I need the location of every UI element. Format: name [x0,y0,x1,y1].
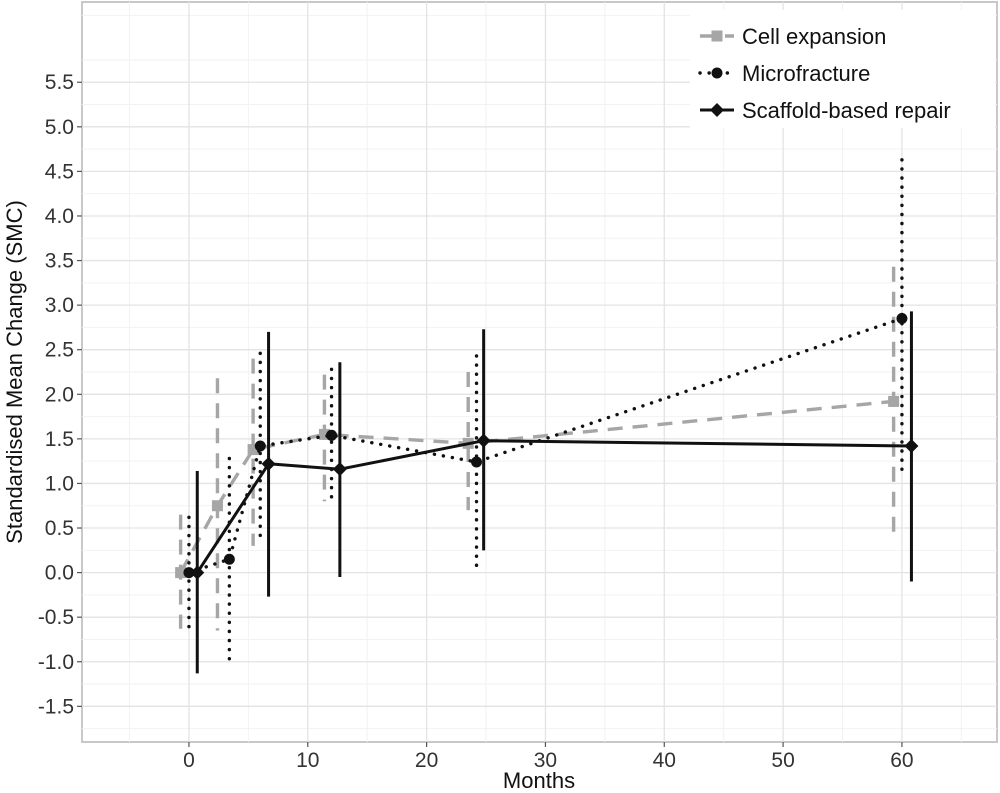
series-microfracture [183,158,908,662]
minor-gridlines [82,2,997,742]
y-tick-label: -1.0 [38,651,74,674]
y-tick-label: 4.5 [45,160,74,183]
y-tick-label: -0.5 [38,606,74,629]
scaffold-based-repair-point [476,433,491,448]
x-tick-label: 20 [415,749,438,772]
x-tick-label: 0 [183,749,195,772]
series-layer [175,158,919,674]
microfracture-point [223,553,235,565]
cell-expansion-point [318,428,330,440]
x-tick-label: 40 [653,749,676,772]
legend-microfracture-marker [711,67,723,79]
y-tick-label: 1.0 [45,472,74,495]
y-axis: -1.5 -1.0 -0.5 0.0 0.5 1.0 1.5 2.0 2.5 3.0 3.5 4.0 4… [38,71,82,718]
legend-scaffold-based-repair-label: Scaffold-based repair [742,98,951,123]
microfracture-point [896,313,908,325]
y-tick-label: 0.0 [45,562,74,585]
y-tick-label: 5.0 [45,116,74,139]
legend: Cell expansion Microfracture Scaffold-base… [690,10,995,128]
microfracture-point [326,429,338,441]
legend-microfracture-label: Microfracture [742,61,870,86]
x-tick-label: 60 [890,749,913,772]
x-tick-label: 30 [534,749,557,772]
x-axis-title: Months [503,768,575,793]
cell-expansion-point [211,500,223,512]
y-tick-label: 3.0 [45,294,74,317]
cell-expansion-point [247,444,259,456]
scaffold-based-repair-point [904,439,919,453]
scaffold-based-repair-point [190,565,205,580]
x-tick-label: 50 [771,749,794,772]
y-tick-label: 2.5 [45,339,74,362]
legend-box [690,10,995,128]
y-tick-label: 3.5 [45,250,74,273]
microfracture-point [471,456,483,468]
y-tick-label: 4.0 [45,205,74,228]
microfracture-line [187,316,904,575]
microfracture-point [183,567,195,579]
series-scaffold-based-repair [190,311,919,674]
cell-expansion-point [888,395,900,407]
y-tick-label: 5.5 [45,71,74,94]
y-tick-label: 0.5 [45,517,74,540]
legend-cell-expansion-label: Cell expansion [742,24,886,49]
legend-cell-expansion-marker [711,30,723,42]
y-tick-label: -1.5 [38,695,74,718]
x-tick-label: 10 [296,749,319,772]
cell-expansion-line [179,399,894,574]
y-tick-label: 1.5 [45,428,74,451]
series-cell-expansion [175,266,900,631]
scaffold-based-repair-point [332,462,347,477]
microfracture-point [254,440,266,452]
legend-scaffold-based-repair-marker [710,103,724,117]
x-axis: 0 10 20 30 40 50 60 [183,742,914,772]
y-axis-title: Standardised Mean Change (SMC) [2,200,27,544]
scaffold-based-repair-point [261,456,276,471]
cell-expansion-point [175,567,187,579]
y-tick-label: 2.0 [45,383,74,406]
